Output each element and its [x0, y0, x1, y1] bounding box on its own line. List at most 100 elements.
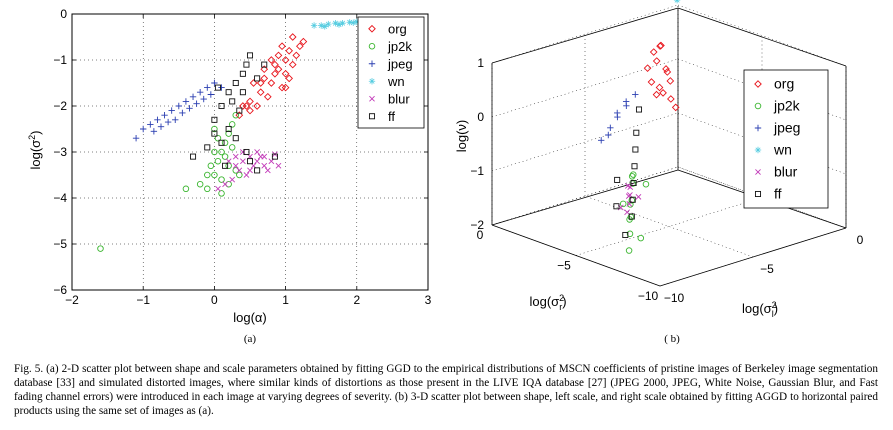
- point-blur: [261, 153, 268, 160]
- legend-marker-blur: [369, 95, 375, 102]
- point-jp2k: [225, 180, 232, 188]
- point-ff: [225, 125, 232, 133]
- point-wn: [353, 18, 360, 26]
- plot-b-points: [598, 0, 681, 254]
- point-jp2k: [236, 171, 243, 179]
- point-ff: [622, 231, 629, 238]
- point-org: [246, 97, 254, 106]
- point-jp2k: [637, 234, 645, 242]
- point-jp2k: [214, 134, 222, 142]
- point-org: [652, 57, 661, 65]
- legend-label-jpeg: jpeg: [773, 120, 800, 136]
- point-jpeg: [607, 124, 614, 132]
- point-org: [267, 79, 276, 87]
- point-wn: [339, 20, 346, 27]
- point-jp2k: [211, 125, 218, 133]
- subfigure-label-a: (a): [244, 333, 257, 345]
- point-ff: [204, 144, 211, 151]
- plot-b-legend: org jp2k jpeg wn blur ff: [743, 69, 829, 209]
- point-org: [299, 37, 308, 46]
- point-blur: [247, 167, 253, 174]
- point-org: [296, 42, 304, 51]
- grid-z-left: [491, 4, 679, 64]
- point-blur: [243, 172, 250, 178]
- plot-a-ticks: −2 −1 0 1 2 3 −6 −5 −4 −3 −2 −1 0: [53, 7, 431, 307]
- legend-label-blur: blur: [774, 164, 798, 180]
- point-blur: [624, 183, 631, 189]
- legend-label-jp2k: jp2k: [773, 98, 801, 114]
- legend-marker-blur: [755, 169, 761, 175]
- point-blur: [215, 185, 221, 192]
- point-org: [281, 56, 290, 64]
- legend-label-wn: wn: [773, 142, 792, 158]
- point-jpeg: [211, 79, 218, 87]
- point-ff: [246, 52, 254, 59]
- grid-x-floor: [659, 227, 847, 287]
- tick-label-y: −4: [53, 191, 67, 205]
- point-org: [643, 64, 652, 72]
- plot-b-zlabel: log(ν): [454, 120, 469, 153]
- point-ff: [629, 196, 636, 203]
- point-ff: [211, 116, 218, 123]
- point-jp2k: [228, 121, 236, 128]
- plot-a-xlabel: log(α): [233, 310, 267, 325]
- point-jp2k: [232, 167, 240, 174]
- plot-b-ticks: −2−101−10−50−10−50: [470, 56, 863, 305]
- point-org: [267, 56, 276, 64]
- point-org: [249, 79, 258, 87]
- point-org: [285, 46, 293, 55]
- point-jp2k: [218, 190, 225, 197]
- point-org: [278, 83, 286, 92]
- point-jp2k: [228, 144, 236, 151]
- point-blur: [240, 149, 246, 155]
- grid-x-floor: [491, 166, 679, 226]
- point-ff: [239, 70, 246, 77]
- point-org: [652, 90, 661, 99]
- legend-marker-wn: [754, 146, 762, 154]
- point-org: [285, 74, 293, 83]
- point-jpeg: [218, 84, 225, 91]
- point-org: [281, 83, 290, 92]
- point-org: [274, 65, 283, 74]
- legend-marker-ff: [368, 113, 376, 120]
- legend-marker-ff: [754, 190, 762, 198]
- point-org: [649, 48, 658, 56]
- point-ff: [218, 139, 225, 146]
- point-jpeg: [132, 135, 140, 142]
- point-jp2k: [221, 153, 229, 160]
- point-jp2k: [619, 200, 627, 208]
- legend-marker-org: [754, 80, 762, 88]
- point-ff: [254, 75, 261, 82]
- point-blur: [232, 162, 239, 169]
- point-blur: [232, 153, 239, 160]
- point-jp2k: [204, 171, 211, 179]
- point-jp2k: [628, 173, 636, 180]
- point-org: [663, 68, 672, 76]
- point-jpeg: [200, 95, 207, 103]
- point-ff: [243, 148, 250, 156]
- point-wn: [310, 22, 318, 29]
- legend-label-org: org: [774, 76, 794, 92]
- point-jpeg: [614, 109, 621, 117]
- tick-label-x3d: 0: [477, 228, 484, 242]
- point-jpeg: [207, 91, 215, 98]
- point-jpeg: [189, 93, 197, 100]
- point-blur: [264, 167, 271, 174]
- point-ff: [261, 61, 268, 68]
- point-jp2k: [196, 180, 204, 188]
- point-jpeg: [161, 112, 168, 119]
- legend-label-jpeg: jpeg: [387, 56, 413, 71]
- grid-z-left: [491, 112, 679, 172]
- point-org: [235, 111, 244, 120]
- point-wn: [673, 0, 681, 4]
- figure-caption: Fig. 5. (a) 2-D scatter plot between sha…: [14, 363, 878, 417]
- plot-b-ylabel: log(σ2 l): [742, 300, 778, 319]
- point-blur: [261, 162, 268, 169]
- point-wn: [335, 21, 343, 28]
- point-ff: [218, 102, 225, 110]
- point-jpeg: [179, 109, 186, 117]
- legend-label-jp2k: jp2k: [387, 39, 412, 54]
- point-jp2k: [225, 162, 232, 170]
